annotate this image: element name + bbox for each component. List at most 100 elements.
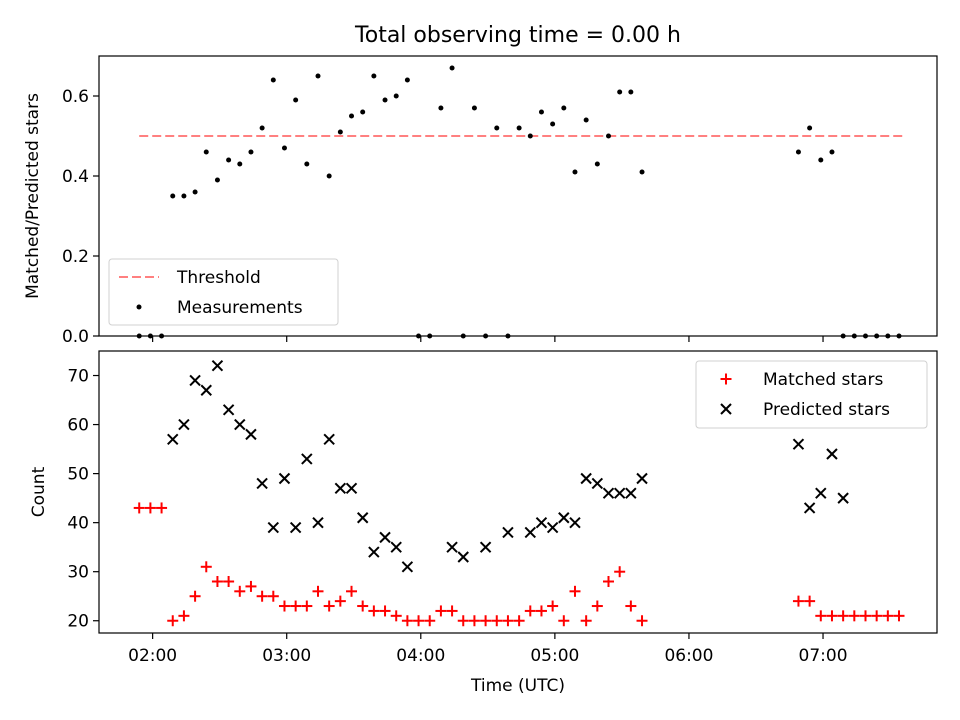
ratio-x-ticks (152, 336, 824, 342)
measurement-point (550, 121, 556, 127)
measurement-point (270, 77, 276, 83)
ratio-y-tick-label: 0.0 (62, 327, 89, 347)
matched-point (457, 615, 469, 627)
matched-point (379, 605, 391, 617)
measurement-point (214, 177, 220, 183)
matched-point (636, 615, 648, 627)
matched-point (480, 615, 492, 627)
matched-point (301, 600, 313, 612)
predicted-point (289, 521, 302, 534)
measurement-point (494, 125, 500, 131)
measurement-point (226, 157, 232, 163)
measurement-point (807, 125, 813, 131)
predicted-point (591, 477, 604, 490)
matched-point (859, 610, 871, 622)
measurement-point (203, 149, 209, 155)
predicted-point (602, 487, 615, 499)
matched-point (468, 615, 480, 627)
predicted-point (234, 418, 246, 431)
count-legend: Matched stars Predicted stars (695, 360, 928, 429)
measurement-point (829, 149, 835, 155)
count-x-tick-label: 04:00 (396, 646, 445, 666)
measurement-point (628, 89, 634, 95)
matched-point (234, 585, 246, 597)
measurement-point (606, 133, 612, 139)
measurement-point (382, 97, 388, 103)
measurement-point (248, 149, 254, 155)
matched-point (245, 580, 257, 592)
matched-point (837, 610, 849, 622)
predicted-point (178, 418, 190, 431)
measurement-point (561, 105, 567, 111)
matched-point (558, 615, 570, 627)
matched-point (200, 561, 212, 573)
measurement-point (516, 125, 522, 131)
predicted-point (256, 477, 268, 490)
predicted-point (368, 546, 380, 558)
predicted-point (546, 521, 559, 534)
measurement-point (617, 89, 623, 95)
measurement-point (449, 65, 455, 71)
measurement-point (527, 133, 533, 139)
predicted-point (211, 360, 224, 372)
predicted-point (569, 516, 581, 529)
measurement-point (393, 93, 399, 99)
count-axes-frame (98, 350, 938, 634)
predicted-point (379, 531, 391, 544)
predicted-point (524, 526, 536, 539)
predicted-point (446, 541, 458, 553)
matched-point (424, 615, 436, 627)
count-marks (133, 360, 905, 627)
matched-point (312, 585, 324, 597)
measurements-legend-label: Measurements (177, 298, 303, 318)
predicted-point (792, 438, 805, 450)
predicted-point (245, 428, 257, 441)
measurement-point (259, 125, 265, 131)
matched-point (133, 502, 145, 514)
ratio-y-ticks: 0.0 0.2 0.4 0.6 (62, 87, 99, 347)
count-y-tick-label: 20 (67, 612, 89, 632)
predicted-point (457, 551, 469, 563)
measurement-point (170, 193, 176, 199)
predicted-point (267, 521, 280, 534)
measurement-point (583, 117, 589, 123)
predicted-point (312, 516, 324, 529)
predicted-point (815, 487, 827, 499)
count-legend-box (695, 360, 928, 429)
measurement-point (349, 113, 355, 119)
predicted-point (837, 492, 849, 504)
matched-point (368, 605, 380, 617)
measurement-point (538, 109, 544, 115)
predicted-point (401, 561, 414, 573)
matched-point (893, 610, 905, 622)
measurement-point (795, 149, 801, 155)
matched-point (804, 595, 816, 607)
matched-point (625, 600, 637, 612)
matched-legend-swatch (720, 373, 732, 385)
matched-point (144, 502, 156, 514)
predicted-point (167, 433, 179, 445)
predicted-point (613, 487, 626, 499)
matched-point (547, 600, 559, 612)
matched-point (815, 610, 827, 622)
matched-point (223, 576, 235, 588)
measurement-point (572, 169, 578, 175)
matched-point (290, 600, 302, 612)
predicted-point (301, 453, 313, 465)
ratio-y-tick-label: 0.6 (62, 87, 89, 107)
measurement-point (639, 169, 645, 175)
count-x-ticks: 02:00 03:00 04:00 05:00 06:00 07:00 (128, 633, 848, 666)
matched-point (435, 605, 447, 617)
matched-point (580, 615, 592, 627)
ratio-marks (136, 65, 904, 339)
measurement-point (360, 109, 366, 115)
measurement-point (337, 129, 343, 135)
predicted-point (356, 512, 369, 524)
matched-point (189, 590, 201, 602)
measurement-point (471, 105, 477, 111)
matched-point (848, 610, 860, 622)
measurement-point (237, 161, 243, 167)
count-x-tick-label: 03:00 (262, 646, 311, 666)
predicted-point (200, 384, 212, 396)
count-y-ticks: 20 30 40 50 60 70 (67, 367, 99, 632)
